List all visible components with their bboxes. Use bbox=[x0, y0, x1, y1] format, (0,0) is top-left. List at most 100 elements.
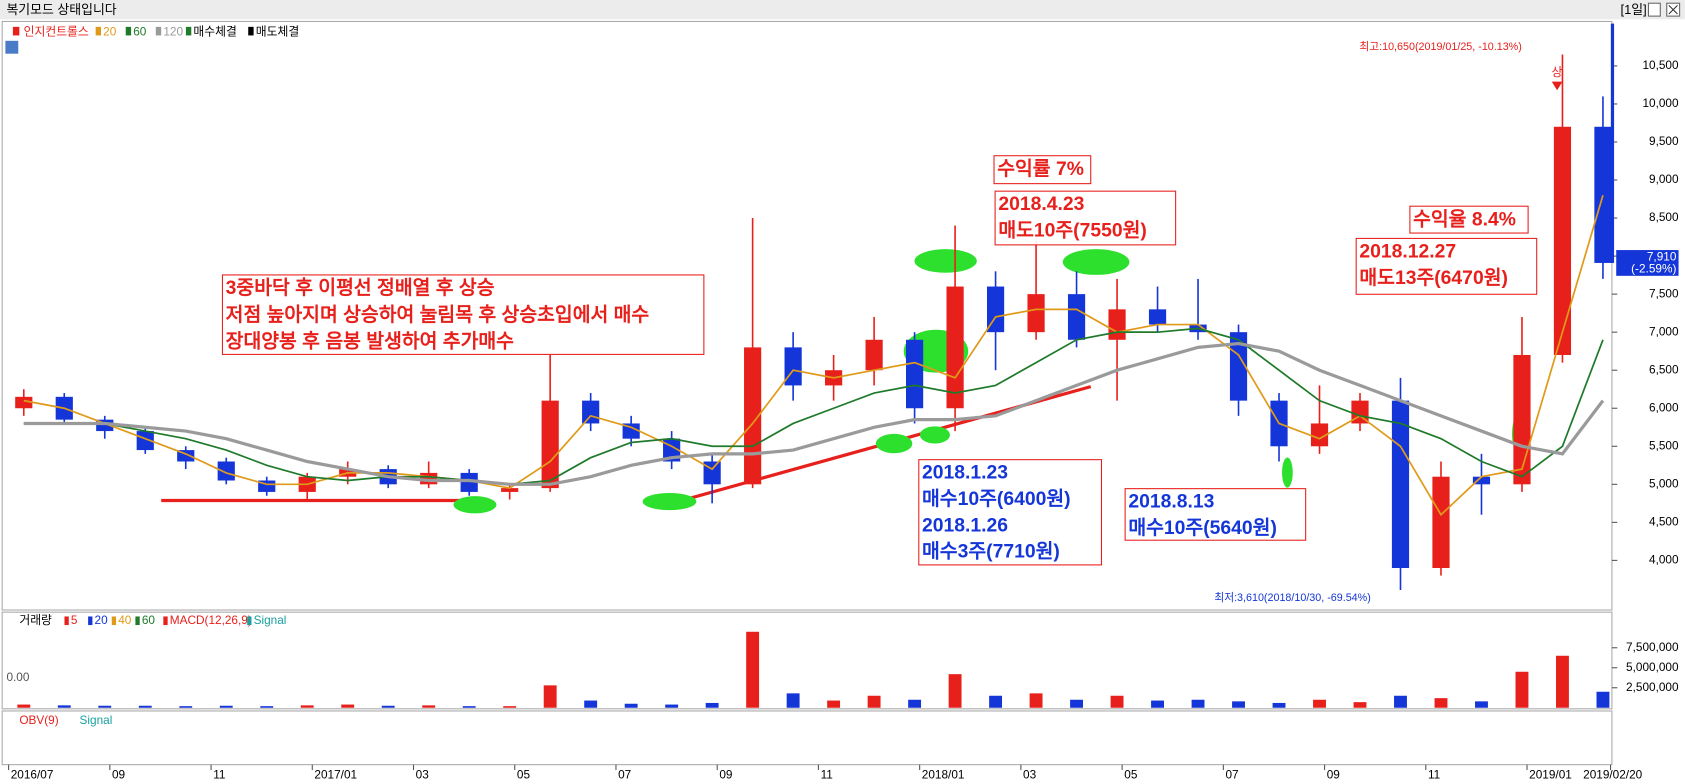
legend-swatch bbox=[95, 26, 102, 36]
low-note: 최저:3,610(2018/10/30, -69.54%) bbox=[1214, 592, 1370, 604]
volume-bar bbox=[1232, 701, 1245, 708]
candle-body bbox=[258, 480, 276, 492]
y-tick-label: 5,000,000 bbox=[1626, 660, 1679, 674]
candle-body bbox=[1067, 294, 1086, 340]
legend-label: Signal bbox=[254, 613, 287, 627]
volume-bar bbox=[1313, 699, 1326, 708]
candle-body bbox=[1310, 423, 1329, 447]
volume-bar bbox=[1515, 671, 1529, 708]
volume-bar bbox=[624, 703, 638, 708]
volume-bar bbox=[1272, 702, 1286, 708]
volume-bar bbox=[422, 705, 436, 708]
legend-swatch bbox=[111, 616, 117, 626]
volume-bar bbox=[705, 702, 719, 708]
legend-swatch bbox=[135, 616, 140, 626]
current-price-box bbox=[1616, 250, 1679, 276]
y-tick-label: 4,000 bbox=[1649, 553, 1679, 567]
volume-bar bbox=[665, 704, 679, 708]
legend-label: Signal bbox=[80, 713, 113, 727]
x-tick-label: 03 bbox=[416, 768, 430, 782]
volume-panel bbox=[1, 611, 1613, 710]
legend-label: 60 bbox=[133, 24, 147, 38]
annotation-text: 3중바닥 후 이평선 정배열 후 상승 bbox=[226, 277, 495, 299]
legend-swatch bbox=[155, 26, 162, 36]
legend-swatch bbox=[163, 616, 168, 626]
legend-label: MACD(12,26,9) bbox=[170, 613, 252, 627]
annotation-text: 매도10주(7550원) bbox=[998, 220, 1147, 242]
volume-bar bbox=[219, 705, 233, 708]
volume-bar bbox=[98, 705, 112, 708]
legend-label: 20 bbox=[103, 24, 117, 38]
y-tick-label: 7,000 bbox=[1649, 324, 1679, 338]
volume-bar bbox=[867, 695, 881, 708]
volume-bar bbox=[503, 706, 517, 708]
x-tick-label: 2018/01 bbox=[922, 768, 965, 782]
volume-bar bbox=[908, 699, 922, 708]
x-tick-label: 09 bbox=[112, 768, 125, 782]
annotation-text: 매도13주(6470원) bbox=[1359, 267, 1508, 289]
legend-label: 인지컨트롤스 bbox=[24, 24, 89, 38]
ma-line bbox=[23, 341, 1605, 486]
volume-bar bbox=[1475, 701, 1488, 708]
volume-bar bbox=[1151, 700, 1164, 708]
panel-icon[interactable] bbox=[5, 40, 19, 54]
legend-label: 120 bbox=[163, 24, 183, 38]
legend-swatch bbox=[88, 616, 93, 626]
annotation-box bbox=[1124, 488, 1307, 541]
candle-body bbox=[744, 347, 762, 485]
legend-label: 5 bbox=[71, 613, 78, 627]
y-tick-label: 9,500 bbox=[1649, 134, 1679, 148]
legend-label: 매수체결 bbox=[193, 24, 236, 38]
candle-body bbox=[986, 286, 1005, 333]
candle-body bbox=[582, 400, 600, 424]
candle-body bbox=[1229, 332, 1248, 401]
y-tick-label: 5,000 bbox=[1649, 476, 1679, 490]
annotation-text: 2018.4.23 bbox=[998, 194, 1084, 215]
volume-bar bbox=[341, 704, 355, 708]
y-tick-label: 2,500,000 bbox=[1626, 680, 1679, 694]
close-icon bbox=[1668, 4, 1678, 15]
candle-body bbox=[1594, 126, 1612, 263]
legend-swatch bbox=[125, 26, 132, 36]
candle-body bbox=[1513, 354, 1531, 485]
x-tick-label: 07 bbox=[1225, 768, 1238, 782]
x-tick-label: 09 bbox=[719, 768, 732, 782]
volume-bar bbox=[989, 695, 1003, 708]
window-title: 복기모드 상태입니다 bbox=[6, 2, 116, 17]
candle-body bbox=[1553, 126, 1572, 355]
candle-body bbox=[501, 488, 519, 492]
candle-body bbox=[217, 461, 235, 481]
ma-line bbox=[23, 327, 1604, 486]
annotation-text: 매수10주(5640원) bbox=[1128, 517, 1277, 539]
volume-bar bbox=[381, 705, 395, 708]
volume-bar bbox=[584, 700, 598, 708]
current-price: 7,910 bbox=[1647, 250, 1677, 264]
period-button[interactable]: [1일] bbox=[1621, 2, 1647, 17]
title-bar bbox=[0, 0, 1685, 20]
y-tick-label: 9,000 bbox=[1649, 172, 1679, 186]
annotation-text: 수익율 8.4% bbox=[1413, 208, 1516, 230]
legend-swatch bbox=[185, 26, 192, 36]
x-tick-label: 05 bbox=[1124, 768, 1138, 782]
x-tick-label: 2016/07 bbox=[11, 768, 54, 782]
x-tick-label: 03 bbox=[1023, 768, 1037, 782]
annotation-text: 2018.1.26 bbox=[922, 515, 1008, 536]
restore-button[interactable] bbox=[1647, 2, 1661, 17]
annotation-text: 매수10주(6400원) bbox=[922, 488, 1071, 510]
volume-bar bbox=[1029, 693, 1043, 708]
annotation-text: 2018.12.27 bbox=[1359, 241, 1456, 262]
volume-bar bbox=[57, 705, 71, 708]
legend-swatch bbox=[247, 616, 252, 626]
obv-panel bbox=[1, 710, 1613, 766]
y-tick-label: 6,000 bbox=[1649, 400, 1679, 414]
annotation-text: 매수3주(7710원) bbox=[922, 541, 1060, 563]
candle-body bbox=[541, 400, 559, 489]
annotation-text: 저점 높아지며 상승하여 눌림목 후 상승초입에서 매수 bbox=[226, 304, 650, 326]
volume-bar bbox=[17, 704, 31, 708]
y-tick-label: 4,500 bbox=[1649, 514, 1679, 528]
x-tick-label: 2019/01 bbox=[1529, 768, 1572, 782]
volume-bar bbox=[786, 693, 800, 708]
candle-body bbox=[1432, 476, 1450, 568]
volume-bar bbox=[1596, 691, 1610, 708]
